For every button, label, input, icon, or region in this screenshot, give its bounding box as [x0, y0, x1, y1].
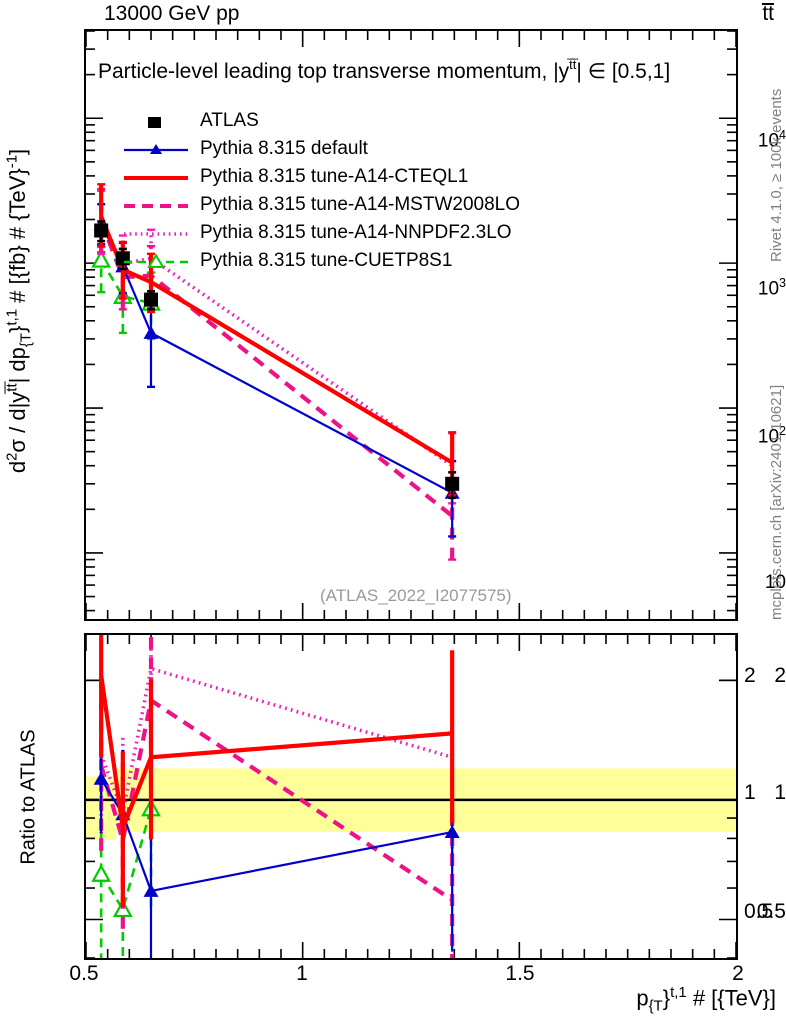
main-ytick-1e2: 102	[757, 424, 786, 448]
main-plot-svg	[86, 31, 736, 619]
main-plot-panel	[84, 29, 738, 621]
ratio-axis-ticks	[86, 635, 736, 958]
ratio-plot-svg	[86, 635, 736, 958]
legend-label-cuetp8s1: Pythia 8.315 tune-CUETP8S1	[200, 250, 453, 271]
ratio-marker	[444, 825, 460, 839]
legend-label-pythia-default: Pythia 8.315 default	[200, 138, 368, 159]
xtick-2: 2	[732, 962, 744, 985]
main-marker	[91, 249, 112, 268]
main-line	[100, 259, 152, 305]
xtick-0p5: 0.5	[69, 962, 99, 985]
main-ytick-1e1: 10	[764, 572, 786, 593]
main-series-0	[94, 220, 460, 500]
ratio-ytick-2-left: 2	[774, 664, 786, 687]
ratio-line	[99, 666, 453, 819]
main-y-axis-title-text: d2σ / d|yt̅t̅| dp{T}t,1 # [{fb} # {TeV}-…	[3, 148, 35, 473]
ratio-line	[100, 778, 453, 893]
ratio-ytick-05-left: 0.5	[756, 900, 786, 923]
legend-label-a14-cteql1: Pythia 8.315 tune-A14-CTEQL1	[200, 166, 469, 187]
ratio-line	[100, 808, 153, 913]
legend-label-a14-nnpdf23lo: Pythia 8.315 tune-A14-NNPDF2.3LO	[200, 222, 512, 243]
plot-title: Particle-level leading top transverse mo…	[98, 56, 671, 83]
mcplots-url-annotation: mcplots.cern.ch [arXiv:2401.10621]	[768, 384, 785, 620]
ratio-ytick-1-left: 1	[774, 781, 786, 804]
ratio-line	[99, 674, 453, 837]
main-line	[99, 221, 454, 468]
ratio-line	[99, 696, 454, 902]
header-process-label: tt	[762, 2, 774, 26]
ratio-plot-panel	[84, 633, 738, 960]
ratio-y-axis-title-text: Ratio to ATLAS	[17, 728, 40, 865]
process-ttbar-text: tt	[762, 2, 774, 25]
xtick-1: 1	[296, 962, 308, 985]
main-ytick-1e3: 103	[757, 276, 786, 300]
rivet-version-annotation: Rivet 4.1.0, ≥ 100k events	[768, 88, 785, 262]
xtick-1p5: 1.5	[505, 962, 535, 985]
ratio-y-axis-title: Ratio to ATLAS	[14, 633, 44, 960]
legend-label-atlas: ATLAS	[200, 110, 259, 131]
header-beam-energy: 13000 GeV pp	[104, 2, 240, 25]
main-line	[99, 220, 454, 518]
legend-key-a14-nnpdf23lo	[120, 220, 192, 248]
ratio-marker	[91, 863, 112, 882]
ratio-uncertainty-bands	[86, 768, 736, 841]
main-marker	[94, 223, 109, 238]
ratio-series-2	[99, 635, 455, 907]
main-marker	[144, 292, 158, 307]
ratio-marker	[93, 771, 109, 785]
legend-key-a14-mstw2008lo	[120, 192, 192, 220]
main-y-axis-title: d2σ / d|yt̅t̅| dp{T}t,1 # [{fb} # {TeV}-…	[2, 0, 36, 621]
legend-key-cuetp8s1	[120, 248, 192, 276]
legend-label-a14-mstw2008lo: Pythia 8.315 tune-A14-MSTW2008LO	[200, 194, 521, 215]
main-line	[99, 215, 454, 465]
ratio-ytick-2-right: 2	[744, 664, 756, 687]
ratio-ytick-1-right: 1	[744, 781, 756, 804]
legend-key-pythia-default	[120, 136, 192, 164]
main-axis-ticks	[86, 31, 736, 619]
analysis-id-watermark: (ATLAS_2022_I2077575)	[320, 586, 512, 605]
main-marker	[143, 325, 159, 339]
main-data-series	[91, 183, 460, 561]
plot-title-text: Particle-level leading top transverse mo…	[98, 60, 570, 83]
ratio-data-series	[91, 635, 460, 958]
ratio-ytick-05-right: 0.5	[744, 900, 774, 923]
legend-key-a14-cteql1	[120, 164, 192, 192]
ratio-marker	[143, 883, 159, 897]
ratio-series-4	[99, 635, 454, 902]
main-ytick-1e4: 104	[757, 128, 786, 152]
x-axis-title: p{T}t,1 # [{TeV}]	[636, 984, 776, 1015]
legend-key-atlas	[120, 108, 192, 136]
main-marker	[445, 476, 460, 491]
